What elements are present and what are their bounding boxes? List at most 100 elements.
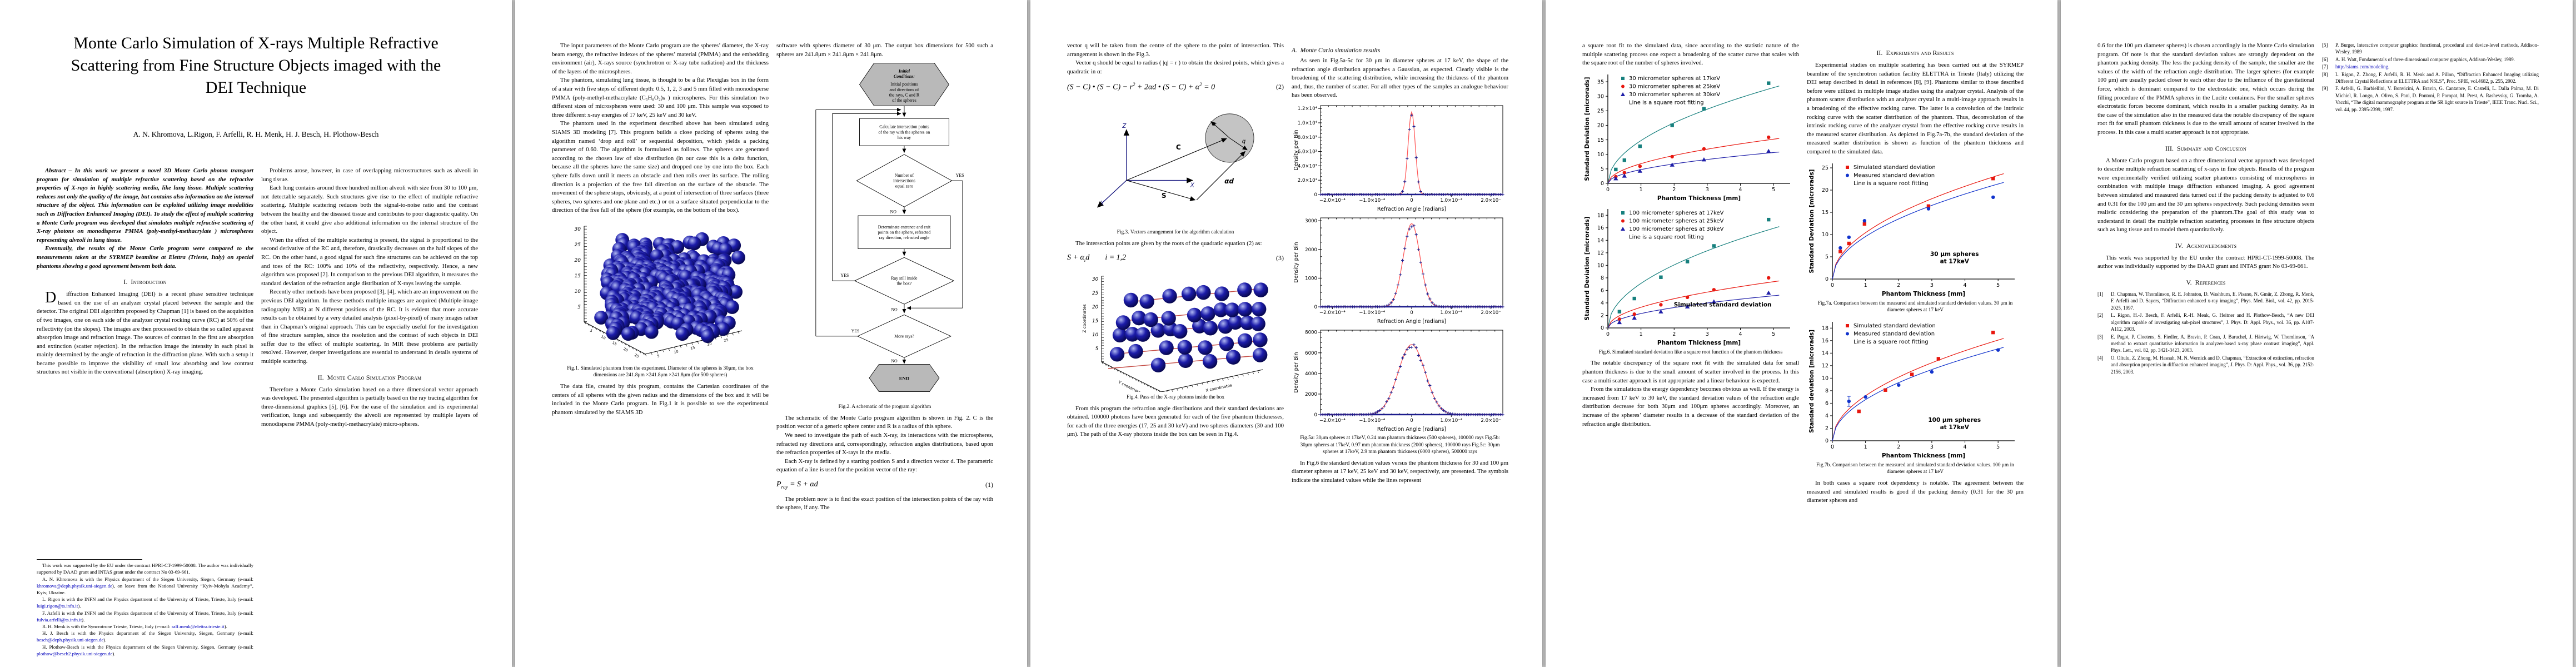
svg-text:15: 15 [1597, 137, 1604, 143]
column-1: vector q will be taken from the centre o… [1067, 42, 1284, 663]
link[interactable]: plothow@besch2.physik.uni-siegen.de [37, 650, 113, 656]
svg-text:Line is a square root fitting: Line is a square root fitting [1629, 99, 1704, 106]
page-4: a square root fit to the simulated data,… [1546, 0, 2057, 667]
paragraph: The input parameters of the Monte Carlo … [552, 42, 769, 75]
link[interactable]: fulvia.arfelli@ts.infn.it [37, 616, 82, 623]
svg-text:10: 10 [575, 289, 581, 295]
svg-text:0: 0 [1831, 282, 1834, 288]
column-2: II. Experiments and Results Experimental … [1807, 42, 2024, 663]
svg-text:4: 4 [1825, 413, 1828, 419]
svg-text:18: 18 [1597, 212, 1604, 218]
paragraph: When the effect of the multiple scatteri… [261, 236, 478, 287]
column-2: software with spheres diameter of 30 μm.… [776, 42, 993, 663]
text-run: A. N. Khromova is with the Physics depar… [42, 576, 253, 582]
svg-text:0: 0 [1825, 438, 1828, 444]
figure-caption: Fig.2. A schematic of the program algori… [838, 404, 931, 410]
section-heading: V. References [2097, 278, 2314, 287]
svg-text:Line is a square root fitting: Line is a square root fitting [1629, 234, 1704, 240]
reference-number: [1] [2097, 291, 2104, 297]
svg-text:ray direction, refracted angle: ray direction, refracted angle [879, 235, 930, 240]
paragraph: Eventually, the results of the Monte Car… [37, 245, 253, 270]
svg-text:100 micrometer spheres at 17ke: 100 micrometer spheres at 17keV [1629, 210, 1724, 216]
svg-text:X coordinates: X coordinates [1205, 383, 1233, 392]
svg-text:END: END [899, 376, 909, 381]
svg-text:5: 5 [589, 328, 593, 334]
paragraph: Each lung contains around three hundred … [261, 185, 478, 235]
svg-text:−1.0×10⁻⁴: −1.0×10⁻⁴ [1359, 198, 1386, 203]
svg-text:1: 1 [1864, 282, 1867, 288]
reference-item: [9] F. Arfelli, G. Barbiellini, V. Bonvic… [2322, 85, 2539, 113]
svg-text:at 17keV: at 17keV [1940, 424, 1970, 430]
svg-text:30: 30 [575, 227, 581, 232]
svg-text:8: 8 [1601, 275, 1604, 281]
svg-text:6000: 6000 [1305, 351, 1317, 356]
svg-text:Refraction Angle [radians]: Refraction Angle [radians] [1377, 426, 1446, 432]
link[interactable]: http://siams.com/modeling [2335, 64, 2388, 70]
text-run: ). [112, 650, 116, 656]
svg-text:and directions of: and directions of [890, 87, 919, 92]
text-run: F. Arfelli is with the INFN and the Phys… [42, 610, 253, 616]
svg-text:4: 4 [1739, 331, 1742, 337]
svg-text:1: 1 [1640, 187, 1643, 193]
paper-title: Monte Carlo Simulation of X-rays Multipl… [71, 34, 441, 97]
paragraph: The phantom used in the experiment descr… [552, 120, 769, 214]
svg-text:3: 3 [1930, 444, 1934, 450]
paragraph: The data file, created by this program, … [552, 383, 769, 416]
section-number: III. [2165, 144, 2174, 152]
footnote: F. Arfelli is with the INFN and the Phys… [37, 610, 253, 623]
link[interactable]: luigi.rigon@ts.infn.it [37, 603, 78, 609]
svg-text:35: 35 [1597, 79, 1604, 85]
reference-number: [9] [2322, 86, 2328, 92]
paragraph: software with spheres diameter of 30 μm.… [776, 42, 993, 58]
svg-text:30: 30 [1597, 93, 1604, 99]
svg-text:2: 2 [1672, 331, 1676, 337]
paragraph: A Monte Carlo program based on a three d… [2097, 157, 2314, 233]
text-run: E. Pagot, P. Cloetens, S. Fiedler, A. Br… [2111, 334, 2314, 354]
footnote: H. Plothow-Besch is with the Physics dep… [37, 644, 253, 657]
svg-text:0: 0 [1825, 276, 1828, 282]
figure-fig2: Initial Conditions: Initial positions and d… [776, 61, 993, 401]
svg-text:25: 25 [1822, 165, 1828, 171]
page-3: vector q will be taken from the centre o… [1030, 0, 1542, 667]
svg-text:2.0×10⁻: 2.0×10⁻ [1481, 310, 1501, 316]
paragraph-text: iffraction Enhanced Imaging (DEI) is a r… [37, 291, 253, 376]
reference-item: [5] P. Burger, Interactive computer graph… [2322, 42, 2539, 56]
svg-text:15: 15 [1822, 210, 1828, 216]
equation-number: (3) [1276, 254, 1284, 262]
svg-text:Initial: Initial [898, 69, 910, 74]
reference-number: [5] [2322, 42, 2328, 48]
text-run: ). [82, 616, 85, 623]
svg-text:4: 4 [1964, 444, 1967, 450]
svg-text:16: 16 [1822, 338, 1828, 344]
svg-text:−2.0×10⁻⁴: −2.0×10⁻⁴ [1319, 198, 1346, 203]
link[interactable]: khromova@deph.physik.uni-siegen.de [37, 583, 112, 589]
svg-text:NO: NO [891, 359, 898, 364]
link[interactable]: ralf.menk@elettra.trieste.it [171, 623, 225, 629]
svg-text:Refraction Angle [radians]: Refraction Angle [radians] [1377, 206, 1446, 212]
svg-text:Ray still inside: Ray still inside [891, 276, 918, 281]
svg-text:5: 5 [577, 305, 581, 310]
svg-text:2: 2 [1897, 444, 1900, 450]
link[interactable]: besch@deph.physik.uni-siegen.de [37, 637, 104, 643]
reference-item: [1] D. Chapman, W. Thomlinson, R. E. John… [2097, 291, 2314, 311]
page-2: The input parameters of the Monte Carlo … [515, 0, 1027, 667]
paragraph: 0.6 for the 100 μm diameter spheres) is … [2097, 42, 2314, 136]
paragraph: Each X-ray is defined by a starting posi… [776, 457, 993, 474]
svg-text:5: 5 [1772, 187, 1775, 193]
svg-text:25: 25 [634, 353, 640, 359]
paragraph: Abstract – In this work we present a nov… [37, 167, 253, 243]
svg-text:Determinate entrance and exit: Determinate entrance and exit [878, 225, 931, 230]
figure-fig1: 30 25 20 15 10 5 5 5 10 10 15 15 20 20 25 25 [552, 217, 769, 363]
equation-number: (1) [985, 480, 993, 489]
text-run: L. Rigon is with the INFN and the Physic… [42, 596, 253, 603]
svg-text:30 μm spheres: 30 μm spheres [1930, 251, 1979, 257]
svg-text:3: 3 [1706, 187, 1709, 193]
svg-text:5: 5 [1996, 444, 2000, 450]
section-title: References [2195, 278, 2226, 287]
svg-text:Phantom Thickness [mm]: Phantom Thickness [mm] [1657, 195, 1741, 202]
svg-text:8000: 8000 [1305, 330, 1317, 336]
svg-text:2: 2 [1825, 425, 1828, 431]
svg-text:2000: 2000 [1305, 392, 1317, 397]
